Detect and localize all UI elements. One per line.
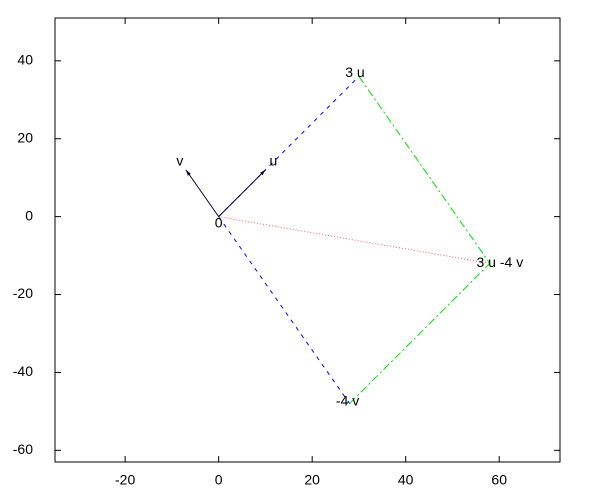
x-tick-label: 60: [491, 472, 507, 488]
vector-line: [218, 216, 490, 264]
x-tick-label: 20: [304, 472, 320, 488]
point-label: 3 u: [345, 64, 364, 80]
y-tick-label: 0: [25, 207, 33, 223]
point-label: -4 v: [336, 392, 359, 408]
y-tick-label: 20: [17, 129, 33, 145]
point-label: 0: [215, 214, 223, 230]
point-label: v: [176, 153, 183, 169]
y-tick-label: 40: [17, 52, 33, 68]
plot-frame: [54, 17, 561, 463]
vector-line: [218, 216, 350, 404]
x-tick-label: 40: [398, 472, 414, 488]
vector-line: [358, 76, 491, 264]
point-label: 3 u -4 v: [477, 254, 524, 270]
y-tick-label: -60: [13, 441, 33, 457]
point-label: u: [270, 153, 278, 169]
vector-arrow: [185, 169, 220, 217]
vector-line: [218, 76, 360, 217]
y-tick-label: -20: [13, 285, 33, 301]
y-tick-label: -40: [13, 363, 33, 379]
vector-line: [349, 263, 491, 404]
x-tick-label: -20: [115, 472, 135, 488]
vector-arrow: [218, 169, 266, 217]
x-tick-label: 0: [215, 472, 223, 488]
